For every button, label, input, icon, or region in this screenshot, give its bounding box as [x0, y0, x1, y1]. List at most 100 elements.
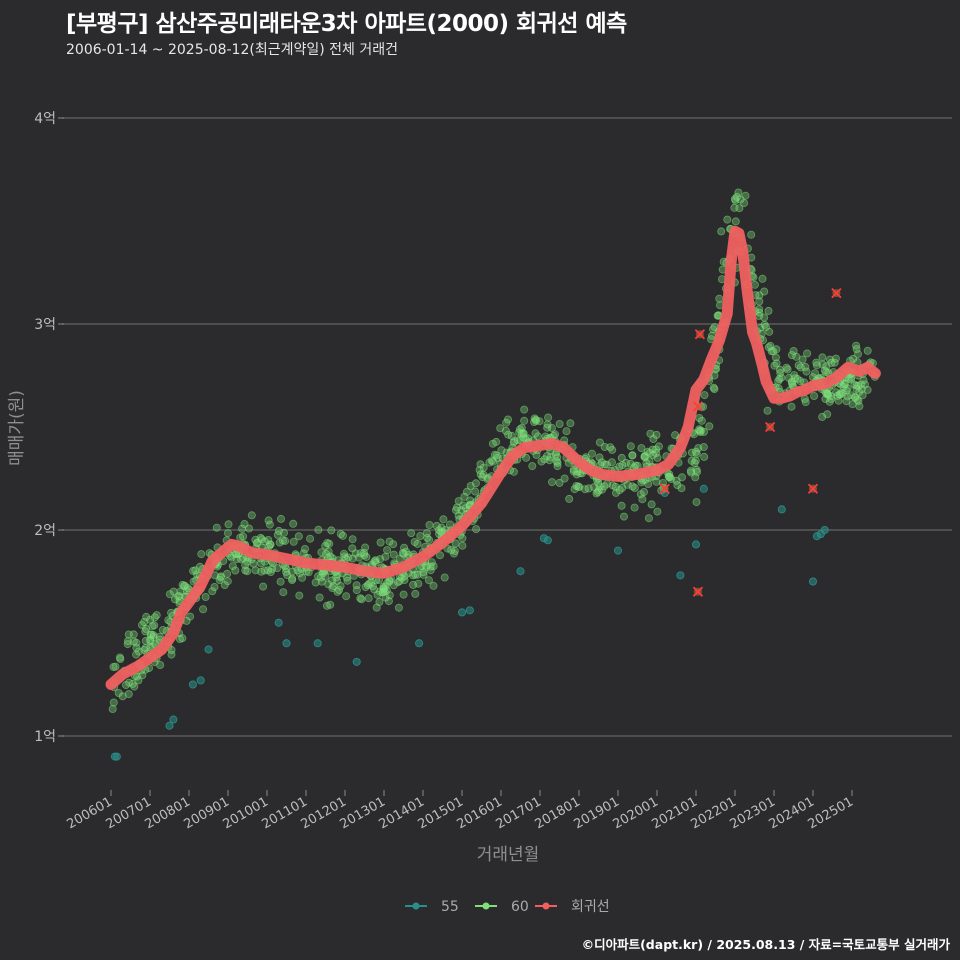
- series-60-point: [783, 365, 792, 374]
- series-60-point: [715, 294, 724, 303]
- series-60-point: [653, 507, 662, 516]
- series-60-point: [427, 558, 436, 567]
- x-axis-title: 거래년월: [477, 845, 540, 865]
- series-60-point: [594, 486, 603, 495]
- series-60-point: [376, 538, 385, 547]
- series-60-point: [533, 432, 542, 441]
- series-60-point: [628, 482, 637, 491]
- series-60-point: [569, 467, 578, 476]
- series-60-point: [466, 481, 475, 490]
- x-tick-label: 202501: [806, 794, 856, 832]
- series-60-point: [502, 418, 511, 427]
- series-60-point: [352, 581, 361, 590]
- series-60-point: [224, 520, 233, 529]
- canceled-trade-mark: [764, 421, 776, 433]
- series-60-point: [425, 536, 434, 545]
- series-60-point: [395, 554, 404, 563]
- series-60-point: [424, 576, 433, 585]
- series-60-point: [236, 533, 245, 542]
- series-60-point: [124, 690, 133, 699]
- series-60-point: [618, 483, 627, 492]
- series-60-point: [581, 485, 590, 494]
- series-60-point: [208, 587, 217, 596]
- series-60-point: [311, 578, 320, 587]
- legend-label[interactable]: 55: [441, 899, 459, 915]
- canceled-trade-mark: [807, 483, 819, 494]
- series-60-point: [447, 546, 456, 555]
- source-caption: ©디아파트(dapt.kr) / 2025.08.13 / 자료=국토교통부 실…: [581, 937, 950, 952]
- series-60-point: [125, 678, 134, 687]
- series-60-point: [497, 446, 506, 455]
- series-60-point: [697, 416, 706, 425]
- series-60-point: [844, 374, 853, 383]
- series-60-point: [289, 537, 298, 546]
- series-60-point: [440, 573, 449, 582]
- series-60-point: [758, 274, 767, 283]
- series-60-point: [588, 449, 597, 458]
- series-60-point: [628, 451, 637, 460]
- series-55-point: [188, 680, 197, 689]
- series-55-point: [457, 608, 466, 617]
- canceled-trade-mark: [831, 287, 842, 299]
- series-60-point: [485, 458, 494, 467]
- legend-key-dot[interactable]: [482, 902, 490, 910]
- series-60-point: [755, 297, 764, 306]
- series-60-point: [116, 655, 125, 664]
- series-60-point: [152, 611, 161, 620]
- legend-key-dot[interactable]: [542, 902, 550, 910]
- series-60-point: [818, 360, 827, 369]
- series-60-point: [528, 462, 537, 471]
- series-60-point: [520, 416, 529, 425]
- series-60-point: [183, 584, 192, 593]
- series-60-point: [251, 566, 260, 575]
- series-60-point: [458, 541, 467, 550]
- series-60-point: [772, 359, 781, 368]
- series-60-point: [361, 543, 370, 552]
- series-60-point: [111, 662, 120, 671]
- series-55-point: [516, 567, 525, 576]
- series-55-point: [809, 577, 818, 586]
- series-60-point: [766, 341, 775, 350]
- series-60-point: [595, 453, 604, 462]
- series-60-point: [300, 545, 309, 554]
- series-60-point: [802, 367, 811, 376]
- series-60-point: [247, 511, 256, 520]
- series-60-point: [555, 478, 564, 487]
- series-55-point: [820, 526, 829, 535]
- series-60-point: [524, 434, 533, 443]
- series-60-point: [339, 549, 348, 558]
- series-60-point: [348, 535, 357, 544]
- series-55-point: [204, 645, 213, 654]
- legend-key-dot[interactable]: [412, 902, 420, 910]
- series-60-point: [608, 481, 617, 490]
- series-60-point: [691, 473, 700, 482]
- series-60-point: [150, 621, 159, 630]
- series-60-point: [537, 457, 546, 466]
- legend-label[interactable]: 60: [511, 899, 529, 915]
- series-60-point: [595, 438, 604, 447]
- series-60-point: [304, 568, 313, 577]
- series-60-point: [413, 539, 422, 548]
- series-60-point: [620, 512, 629, 521]
- series-55-point: [692, 540, 701, 549]
- series-60-point: [378, 588, 387, 597]
- series-60-point: [275, 538, 284, 547]
- legend-label[interactable]: 회귀선: [571, 899, 610, 915]
- series-60-point: [437, 523, 446, 532]
- series-60-point: [626, 442, 635, 451]
- series-60-point: [276, 577, 285, 586]
- series-60-point: [764, 306, 773, 315]
- series-60-point: [472, 525, 481, 534]
- series-60-point: [654, 442, 663, 451]
- series-60-point: [852, 341, 861, 350]
- series-60-point: [108, 705, 117, 714]
- series-60-point: [760, 313, 769, 322]
- series-55-point: [777, 505, 786, 514]
- series-60-point: [560, 474, 569, 483]
- series-60-point: [801, 398, 810, 407]
- series-60-point: [241, 561, 250, 570]
- series-60-point: [389, 550, 398, 559]
- series-60-point: [189, 566, 198, 575]
- series-60-point: [326, 600, 335, 609]
